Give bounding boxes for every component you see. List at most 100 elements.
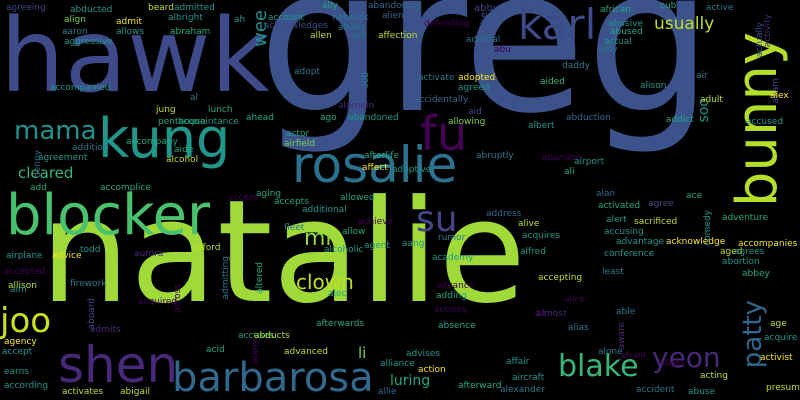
cloud-word: additional [302, 205, 347, 215]
cloud-word: actually [755, 22, 765, 58]
cloud-word: abducts [254, 331, 290, 341]
cloud-word: penthouse [158, 117, 206, 127]
cloud-word: adopt [294, 67, 320, 77]
cloud-word: abandoned [348, 113, 399, 123]
cloud-word: mi [304, 226, 332, 251]
cloud-word: ally [322, 1, 338, 11]
cloud-word: rosalie [292, 136, 458, 194]
cloud-word: active [706, 3, 734, 13]
cloud-word: alert [606, 215, 627, 225]
cloud-word: allowed [340, 193, 375, 203]
cloud-word: aged [720, 247, 743, 257]
cloud-word: advantage [616, 237, 665, 247]
cloud-word: aware [617, 322, 627, 350]
cloud-word: airfield [284, 139, 316, 149]
cloud-word: alison [640, 81, 667, 91]
cloud-word: presumed [766, 383, 800, 393]
cloud-word: activates [62, 387, 104, 397]
cloud-word: rumor [438, 233, 466, 243]
cloud-word: abby [474, 3, 499, 14]
cloud-word: accepts [274, 197, 309, 207]
cloud-word: age [770, 319, 787, 329]
cloud-word: acting [700, 371, 728, 381]
cloud-word: affection [378, 31, 418, 41]
cloud-word: aid [468, 107, 482, 117]
cloud-word: accidentally [414, 95, 469, 105]
cloud-word: african [600, 5, 632, 15]
cloud-word: alec [328, 289, 347, 299]
cloud-word: ago [320, 113, 337, 123]
cloud-word: beard [148, 3, 175, 13]
cloud-word: ahead [246, 113, 274, 123]
cloud-word: adopted [458, 73, 496, 83]
cloud-word: activist [760, 353, 793, 363]
cloud-word: ah [234, 15, 246, 25]
cloud-word: abuse [688, 387, 716, 397]
cloud-word: acquaintance [178, 117, 239, 127]
cloud-word: sub [361, 72, 371, 89]
cloud-word: airplane [6, 251, 43, 261]
cloud-word: advice [52, 251, 82, 261]
cloud-word: access [228, 193, 259, 203]
cloud-word: acknowledge [666, 237, 726, 247]
cloud-word: admits [90, 325, 121, 335]
cloud-word: acknowledges [264, 21, 328, 31]
cloud-word: adventure [722, 213, 769, 223]
cloud-word: least [602, 267, 624, 277]
cloud-word: su [416, 199, 458, 240]
cloud-word: according [4, 381, 49, 391]
cloud-word: accident [636, 385, 675, 395]
cloud-word: fu [420, 106, 468, 162]
cloud-word: abe [479, 12, 490, 31]
cloud-word: admiral [466, 35, 501, 45]
cloud-word: action [418, 365, 446, 375]
cloud-word: accuses [238, 331, 275, 341]
cloud-word: abigail [120, 387, 150, 397]
cloud-word: activate [418, 73, 455, 83]
cloud-word: karl [518, 0, 597, 49]
cloud-word: aang [402, 239, 425, 249]
cloud-word: ability [338, 23, 366, 33]
cloud-word: admitting [221, 256, 231, 300]
cloud-word: address [486, 209, 522, 219]
cloud-word: greg [258, 0, 713, 158]
cloud-word: allen [310, 31, 332, 41]
cloud-word: albright [168, 13, 203, 23]
cloud-word: actor [286, 129, 310, 139]
cloud-word: admitted [174, 3, 215, 13]
cloud-word: aided [540, 77, 565, 87]
cloud-word: blocker [6, 183, 211, 248]
cloud-word: able [616, 307, 636, 317]
cloud-word: mama [14, 116, 97, 146]
cloud-word: adding [436, 291, 467, 301]
cloud-word: affair [506, 357, 530, 367]
cloud-word: accomplice [100, 183, 151, 193]
cloud-word: cleared [18, 164, 74, 182]
cloud-word: abducted [70, 5, 113, 15]
cloud-word: todd [80, 245, 101, 255]
cloud-word: align [64, 15, 86, 25]
cloud-word: firework [70, 279, 107, 289]
cloud-word: aircraft [512, 373, 545, 383]
cloud-word: aurora [134, 249, 164, 259]
cloud-word: abused [610, 27, 643, 37]
cloud-word: adult [700, 95, 723, 105]
cloud-word: allowing [448, 117, 486, 127]
cloud-word: activity [763, 14, 773, 48]
cloud-word: almost [536, 309, 567, 319]
cloud-word: actress [434, 305, 467, 315]
cloud-word: admit [116, 17, 143, 27]
cloud-word: natalie [40, 170, 526, 335]
cloud-word: abu [494, 45, 511, 55]
cloud-word: yeon [652, 341, 721, 374]
cloud-word: alliance [380, 359, 415, 369]
cloud-word: activated [598, 201, 641, 211]
cloud-word: alfred [520, 247, 546, 257]
cloud-word: agency [4, 337, 37, 347]
cloud-word: alive [518, 219, 540, 229]
cloud-word: addict [666, 115, 694, 125]
cloud-word: advance [436, 281, 475, 291]
cloud-word: account [268, 13, 304, 23]
cloud-word: afford [194, 243, 221, 253]
cloud-word: kung [98, 107, 231, 170]
